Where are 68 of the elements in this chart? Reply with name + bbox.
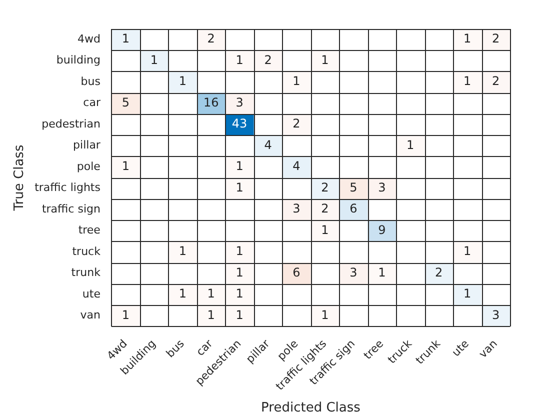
x-tick-label: van — [476, 337, 500, 361]
data-label: 1 — [236, 265, 244, 280]
data-label: 2 — [435, 265, 443, 280]
data-label: 6 — [292, 265, 300, 280]
data-label: 3 — [492, 308, 500, 322]
data-label: 16 — [203, 96, 219, 110]
data-label: 1 — [236, 180, 244, 194]
data-label: 43 — [232, 116, 248, 131]
data-label: 2 — [292, 116, 300, 131]
y-tick-label: traffic sign — [42, 202, 100, 216]
x-axis-title: Predicted Class — [261, 400, 361, 416]
data-label: 9 — [378, 222, 386, 237]
data-label: 1 — [122, 159, 130, 174]
data-label: 3 — [378, 180, 386, 194]
y-tick-label: 4wd — [77, 32, 100, 46]
data-label: 1 — [236, 286, 244, 301]
y-tick-label: pole — [76, 160, 101, 173]
x-tick-label: ute — [449, 336, 472, 360]
data-label: 1 — [236, 159, 244, 174]
data-label: 1 — [236, 308, 244, 322]
data-label: 1 — [463, 244, 472, 258]
data-label: 2 — [207, 32, 215, 46]
data-label: 1 — [321, 222, 329, 237]
data-label: 1 — [122, 308, 130, 322]
data-label: 2 — [492, 74, 500, 88]
y-tick-label: pillar — [73, 138, 101, 152]
data-label: 4 — [264, 138, 272, 152]
data-label: 3 — [350, 265, 358, 280]
y-tick-label: car — [83, 96, 101, 110]
data-label: 2 — [321, 180, 329, 194]
data-label: 2 — [321, 202, 329, 216]
y-tick-label: pedestrian — [42, 117, 100, 130]
data-label: 3 — [292, 202, 300, 216]
data-label: 1 — [292, 74, 300, 88]
data-label: 1 — [463, 32, 472, 46]
y-axis-title: True Class — [12, 144, 28, 212]
data-label: 1 — [236, 244, 244, 258]
y-tick-label: van — [80, 308, 100, 322]
data-label: 1 — [321, 53, 329, 67]
data-label: 6 — [350, 202, 358, 216]
data-label: 1 — [178, 286, 186, 301]
data-label: 2 — [264, 53, 272, 67]
data-label: 5 — [122, 96, 130, 110]
y-tick-label: bus — [80, 74, 101, 88]
y-tick-label: traffic lights — [34, 181, 101, 194]
y-tick-label: truck — [72, 244, 102, 258]
data-label: 1 — [463, 286, 472, 301]
x-tick-label: bus — [164, 336, 187, 360]
data-label: 1 — [207, 286, 215, 301]
y-tick-label: ute — [82, 287, 101, 300]
data-label: 1 — [463, 74, 472, 88]
data-label: 1 — [236, 53, 244, 67]
data-label: 1 — [321, 308, 329, 322]
data-label: 1 — [207, 308, 215, 322]
data-label: 1 — [378, 265, 386, 280]
x-tick-label: tree — [361, 336, 386, 362]
y-tick-label: building — [56, 54, 100, 67]
data-label: 3 — [236, 96, 244, 110]
data-label: 1 — [150, 53, 158, 67]
y-tick-label: trunk — [71, 266, 102, 280]
data-label: 4 — [292, 159, 300, 174]
y-tick-label: tree — [78, 224, 101, 237]
data-label: 5 — [350, 180, 358, 194]
data-label: 2 — [492, 32, 500, 46]
data-label: 1 — [178, 74, 186, 88]
data-label: 1 — [178, 244, 186, 258]
data-label: 1 — [122, 32, 130, 46]
data-label: 1 — [406, 138, 414, 152]
